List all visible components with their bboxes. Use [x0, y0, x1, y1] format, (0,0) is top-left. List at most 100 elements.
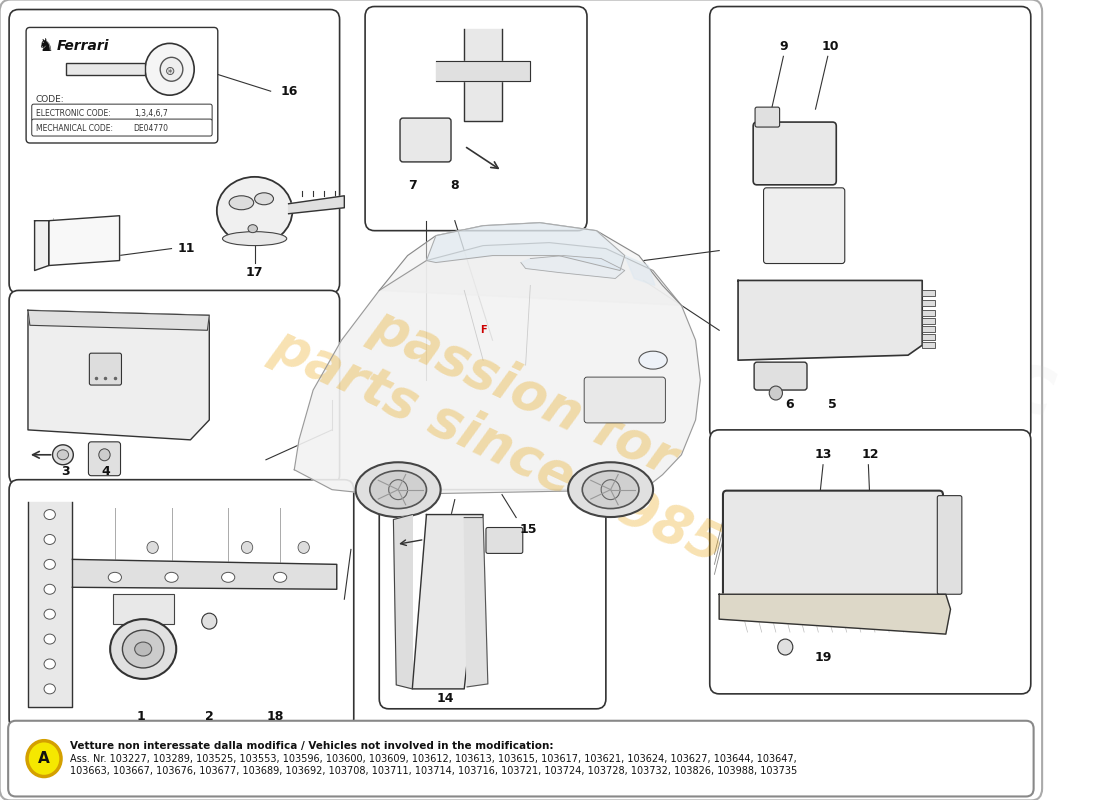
- Circle shape: [241, 542, 253, 554]
- Text: 10: 10: [822, 40, 839, 53]
- Polygon shape: [427, 222, 625, 270]
- FancyBboxPatch shape: [32, 104, 212, 121]
- FancyBboxPatch shape: [88, 442, 121, 476]
- Polygon shape: [288, 196, 344, 214]
- Text: passion for
parts since 1985: passion for parts since 1985: [264, 265, 759, 575]
- Text: 5: 5: [828, 398, 837, 411]
- Ellipse shape: [568, 462, 653, 517]
- Bar: [922, 318, 935, 324]
- Circle shape: [99, 449, 110, 461]
- Ellipse shape: [254, 193, 274, 205]
- FancyBboxPatch shape: [486, 527, 522, 554]
- Text: eurotec
parts: eurotec parts: [671, 236, 1069, 524]
- FancyBboxPatch shape: [26, 27, 218, 143]
- Text: 9: 9: [779, 40, 788, 53]
- FancyBboxPatch shape: [755, 362, 807, 390]
- FancyBboxPatch shape: [754, 122, 836, 185]
- Ellipse shape: [110, 619, 176, 679]
- Circle shape: [388, 480, 408, 500]
- Polygon shape: [295, 242, 701, 494]
- Text: ⊛: ⊛: [164, 65, 175, 78]
- Text: 11: 11: [178, 242, 196, 255]
- FancyBboxPatch shape: [89, 353, 121, 385]
- Text: 2: 2: [205, 710, 213, 723]
- Circle shape: [298, 542, 309, 554]
- FancyBboxPatch shape: [365, 6, 587, 230]
- Ellipse shape: [57, 450, 68, 460]
- Polygon shape: [394, 514, 412, 689]
- FancyBboxPatch shape: [9, 290, 340, 485]
- Polygon shape: [738, 281, 922, 360]
- Ellipse shape: [44, 534, 55, 545]
- Polygon shape: [73, 559, 337, 590]
- Text: 6: 6: [785, 398, 794, 411]
- Ellipse shape: [145, 43, 195, 95]
- Text: 13: 13: [814, 448, 832, 462]
- Text: 15: 15: [519, 523, 537, 536]
- Ellipse shape: [53, 445, 74, 465]
- FancyBboxPatch shape: [379, 490, 606, 709]
- Ellipse shape: [370, 470, 427, 509]
- Ellipse shape: [355, 462, 441, 517]
- Ellipse shape: [44, 634, 55, 644]
- Circle shape: [769, 386, 782, 400]
- FancyBboxPatch shape: [32, 119, 212, 136]
- FancyBboxPatch shape: [710, 6, 1031, 440]
- Text: 12: 12: [861, 448, 879, 462]
- Text: ♞: ♞: [37, 38, 54, 55]
- FancyBboxPatch shape: [9, 10, 340, 294]
- Circle shape: [147, 542, 158, 554]
- Circle shape: [28, 741, 60, 777]
- Polygon shape: [28, 502, 73, 707]
- Polygon shape: [412, 514, 483, 689]
- Text: CODE:: CODE:: [35, 95, 64, 104]
- Text: 17: 17: [246, 266, 263, 279]
- Ellipse shape: [161, 58, 183, 82]
- Ellipse shape: [122, 630, 164, 668]
- Bar: [113, 594, 174, 624]
- FancyBboxPatch shape: [9, 480, 354, 729]
- Ellipse shape: [44, 609, 55, 619]
- Bar: [922, 290, 935, 297]
- Circle shape: [602, 480, 620, 500]
- Polygon shape: [521, 255, 625, 278]
- Text: DE04770: DE04770: [134, 124, 168, 133]
- Ellipse shape: [639, 351, 668, 369]
- Text: A: A: [39, 751, 50, 766]
- Polygon shape: [719, 594, 950, 634]
- Bar: [922, 300, 935, 306]
- Text: 14: 14: [437, 692, 454, 706]
- Circle shape: [201, 613, 217, 629]
- Ellipse shape: [44, 684, 55, 694]
- FancyBboxPatch shape: [937, 496, 961, 594]
- Text: 103663, 103667, 103676, 103677, 103689, 103692, 103708, 103711, 103714, 103716, : 103663, 103667, 103676, 103677, 103689, …: [69, 766, 796, 775]
- Circle shape: [778, 639, 793, 655]
- Text: 19: 19: [814, 650, 832, 663]
- Ellipse shape: [44, 510, 55, 519]
- Polygon shape: [66, 63, 145, 75]
- Bar: [922, 326, 935, 332]
- Ellipse shape: [221, 572, 234, 582]
- Ellipse shape: [108, 572, 121, 582]
- Text: 1: 1: [136, 710, 145, 723]
- Polygon shape: [436, 62, 530, 82]
- Text: 4: 4: [101, 466, 110, 478]
- Ellipse shape: [165, 572, 178, 582]
- Text: Ferrari: Ferrari: [56, 39, 109, 54]
- Ellipse shape: [229, 196, 254, 210]
- Polygon shape: [34, 221, 48, 270]
- Polygon shape: [625, 255, 654, 286]
- FancyBboxPatch shape: [0, 0, 1042, 800]
- Text: 18: 18: [266, 710, 284, 723]
- Text: Ass. Nr. 103227, 103289, 103525, 103553, 103596, 103600, 103609, 103612, 103613,: Ass. Nr. 103227, 103289, 103525, 103553,…: [69, 754, 796, 764]
- Text: F: F: [480, 326, 486, 335]
- FancyBboxPatch shape: [755, 107, 780, 127]
- FancyBboxPatch shape: [400, 118, 451, 162]
- Polygon shape: [464, 30, 502, 121]
- Polygon shape: [28, 310, 209, 330]
- Ellipse shape: [217, 177, 293, 245]
- Ellipse shape: [582, 470, 639, 509]
- FancyBboxPatch shape: [710, 430, 1031, 694]
- Polygon shape: [379, 222, 681, 306]
- Ellipse shape: [44, 584, 55, 594]
